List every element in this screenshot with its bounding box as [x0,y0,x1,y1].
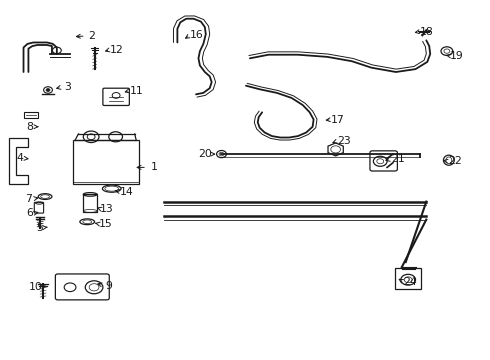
Text: 14: 14 [120,186,133,197]
FancyBboxPatch shape [395,268,421,289]
Text: 12: 12 [110,45,123,55]
Text: 15: 15 [98,219,112,229]
Text: 6: 6 [26,208,33,218]
Text: 16: 16 [190,30,204,40]
Bar [83,194,97,212]
FancyBboxPatch shape [24,112,38,118]
FancyBboxPatch shape [103,88,129,105]
Text: 13: 13 [100,204,114,214]
Text: 24: 24 [403,276,416,287]
Circle shape [46,89,50,91]
Text: 18: 18 [419,27,433,37]
FancyBboxPatch shape [370,151,397,171]
Text: 21: 21 [391,154,405,164]
Text: 8: 8 [26,122,33,132]
FancyBboxPatch shape [34,202,44,213]
Text: 9: 9 [105,281,112,291]
Text: 3: 3 [64,82,71,92]
Text: 17: 17 [331,114,345,125]
Text: 11: 11 [129,86,143,96]
Text: 5: 5 [36,222,43,233]
Text: 22: 22 [448,156,462,166]
Bar [73,140,139,184]
Text: 2: 2 [89,31,96,41]
Text: 10: 10 [28,282,42,292]
Text: 19: 19 [450,51,464,61]
FancyBboxPatch shape [55,274,109,300]
Text: 4: 4 [16,153,23,163]
Text: 23: 23 [337,136,351,146]
Text: 1: 1 [151,162,158,172]
Text: 20: 20 [198,149,212,159]
Text: 7: 7 [25,194,32,204]
